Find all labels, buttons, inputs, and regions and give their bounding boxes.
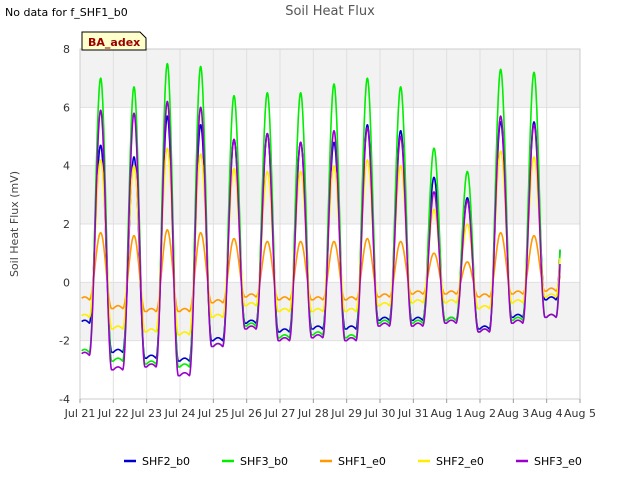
background-band	[80, 340, 580, 399]
chart-title: Soil Heat Flux	[285, 4, 375, 19]
legend-label: SHF2_b0	[142, 455, 190, 468]
y-axis-ticks: -4 -2 0 2 4 6 8	[59, 43, 70, 406]
plot-frame	[79, 48, 581, 400]
y-tick-label: 2	[63, 218, 70, 231]
background-band	[80, 282, 580, 341]
site-badge: BA_adex	[81, 31, 147, 51]
x-tick-label: Aug 3	[497, 407, 529, 420]
x-tick-label: Aug 4	[531, 407, 563, 420]
x-tick-label: Jul 30	[364, 407, 396, 420]
series-lines	[81, 62, 561, 377]
y-tick-label: 6	[63, 101, 70, 114]
y-tick-label: 8	[63, 43, 70, 56]
x-tick-label: Jul 22	[97, 407, 129, 420]
x-tick-label: Aug 5	[564, 407, 596, 420]
legend-label: SHF2_e0	[436, 455, 484, 468]
x-tick-label: Jul 25	[197, 407, 229, 420]
x-tick-label: Jul 26	[230, 407, 262, 420]
y-tick-label: 0	[63, 276, 70, 289]
x-tick-label: Jul 21	[64, 407, 96, 420]
x-tick-label: Jul 24	[164, 407, 196, 420]
x-tick-label: Aug 1	[431, 407, 463, 420]
legend-label: SHF3_e0	[534, 455, 582, 468]
legend-label: SHF1_e0	[338, 455, 386, 468]
legend-label: SHF3_b0	[240, 455, 288, 468]
y-axis-label: Soil Heat Flux (mV)	[8, 171, 21, 277]
x-tick-label: Aug 2	[464, 407, 496, 420]
x-tick-label: Jul 28	[297, 407, 329, 420]
y-tick-label: -2	[59, 335, 70, 348]
legend: SHF2_b0 SHF3_b0 SHF1_e0 SHF2_e0 SHF3_e0	[124, 455, 582, 468]
site-badge-shape	[81, 31, 147, 51]
y-tick-label: -4	[59, 393, 70, 406]
x-tick-label: Jul 27	[264, 407, 296, 420]
background-band	[80, 49, 580, 108]
x-tick-label: Jul 23	[130, 407, 162, 420]
y-tick-label: 4	[63, 160, 70, 173]
x-tick-label: Jul 29	[330, 407, 362, 420]
site-badge-label: BA_adex	[88, 36, 140, 49]
no-data-note: No data for f_SHF1_b0	[5, 6, 128, 19]
x-axis-ticks: Jul 21 Jul 22 Jul 23 Jul 24 Jul 25 Jul 26 Jul …	[64, 399, 596, 420]
x-tick-label: Jul 31	[397, 407, 429, 420]
series-line-shf3-e0	[81, 100, 561, 377]
